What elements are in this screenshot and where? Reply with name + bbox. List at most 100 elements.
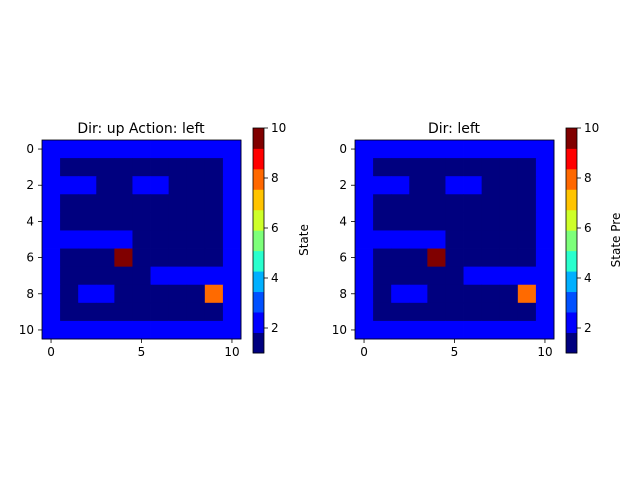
- heatmap-cell: [499, 176, 519, 195]
- heatmap-cell: [78, 266, 97, 286]
- heatmap-cell: [42, 266, 61, 286]
- heatmap-cell: [96, 194, 115, 213]
- heatmap-cell: [114, 284, 133, 304]
- heatmap-cell: [427, 140, 446, 159]
- colorbar-band: [253, 148, 264, 170]
- heatmap-cell: [535, 266, 555, 286]
- heatmap-cell: [186, 176, 206, 195]
- heatmap-cell: [445, 140, 464, 159]
- colorbar-tick-label: 2: [271, 321, 279, 335]
- heatmap-cell: [355, 284, 374, 304]
- heatmap-cell: [373, 212, 392, 231]
- heatmap-cell: [168, 248, 188, 268]
- heatmap-cell: [463, 194, 483, 213]
- heatmap-cell: [204, 194, 224, 213]
- colorbar-frame: [252, 127, 265, 354]
- heatmap-cell: [391, 230, 410, 249]
- heatmap-cell: [391, 284, 410, 304]
- heatmap-cell: [222, 230, 242, 249]
- heatmap-cell: [409, 140, 428, 159]
- colorbar-tick-label: 4: [271, 271, 279, 285]
- panel-state: Dir: up Action: left 0 5 10 0 2 4 6 8 10 2 4 6 8 10…: [19, 121, 311, 359]
- heatmap-cell: [114, 320, 133, 340]
- heatmap-cell: [517, 194, 537, 213]
- heatmap-cell: [150, 266, 170, 286]
- heatmap-cell: [445, 302, 464, 322]
- heatmap-cell: [463, 284, 483, 304]
- colorbar-band: [566, 230, 577, 252]
- colorbar-tick-label: 10: [271, 121, 286, 135]
- colorbar-band: [566, 271, 577, 293]
- colorbar-tick-label: 2: [584, 321, 592, 335]
- y-tick-label: 10: [332, 323, 347, 337]
- colorbar-band: [253, 250, 264, 272]
- heatmap-cell: [499, 248, 519, 268]
- colorbar-band: [566, 250, 577, 272]
- heatmap-cell: [535, 230, 555, 249]
- colorbar-band: [566, 312, 577, 333]
- heatmap-cell: [150, 194, 170, 213]
- y-tick-label: 6: [339, 251, 347, 265]
- heatmap-cell: [60, 176, 79, 195]
- heatmap-cell: [78, 140, 97, 159]
- heatmap-cell: [42, 158, 61, 177]
- heatmap-cell: [78, 176, 97, 195]
- heatmap-cell: [373, 176, 392, 195]
- heatmap-cell: [222, 266, 242, 286]
- heatmap-cell: [114, 140, 133, 159]
- heatmap-cell: [42, 230, 61, 249]
- colorbar-band: [566, 148, 577, 170]
- heatmap-cell: [463, 302, 483, 322]
- heatmap-cell: [78, 302, 97, 322]
- heatmap-cell: [186, 266, 206, 286]
- heatmap-cells: [42, 140, 242, 340]
- colorbar-label: State: [297, 224, 311, 256]
- heatmap-cell: [373, 194, 392, 213]
- heatmap-cell: [204, 302, 224, 322]
- heatmap-cell: [114, 266, 133, 286]
- colorbar-band: [253, 128, 264, 149]
- colorbar: 2 4 6 8 10: [252, 121, 286, 354]
- heatmap-cell: [96, 140, 115, 159]
- y-tick-label: 8: [339, 287, 347, 301]
- heatmap-cell: [186, 140, 206, 159]
- heatmap-cell: [409, 302, 428, 322]
- heatmap-cell: [373, 158, 392, 177]
- heatmap-cell: [481, 140, 501, 159]
- heatmap-cell: [60, 140, 79, 159]
- y-tick-label: 10: [19, 323, 34, 337]
- heatmap-cell: [186, 248, 206, 268]
- heatmap-cell: [96, 302, 115, 322]
- heatmap-cell: [150, 158, 170, 177]
- heatmap-cell: [168, 194, 188, 213]
- heatmap-cell: [60, 302, 79, 322]
- heatmap-cell: [42, 194, 61, 213]
- heatmap-cell: [355, 212, 374, 231]
- heatmap-cell: [168, 212, 188, 231]
- heatmap-cell: [186, 212, 206, 231]
- heatmap-cell: [499, 212, 519, 231]
- heatmap-cell: [168, 302, 188, 322]
- heatmap-cell: [186, 230, 206, 249]
- heatmap-cell: [427, 230, 446, 249]
- heatmap-cell: [96, 266, 115, 286]
- heatmap-cell: [355, 230, 374, 249]
- heatmap-cell: [409, 158, 428, 177]
- heatmap-cell: [114, 176, 133, 195]
- heatmap-cell: [517, 176, 537, 195]
- heatmap-cell: [114, 248, 133, 268]
- colorbar-band: [566, 209, 577, 231]
- heatmap-cell: [132, 302, 151, 322]
- heatmap-cell: [168, 140, 188, 159]
- chart-title: Dir: left: [428, 121, 481, 137]
- heatmap-cell: [499, 158, 519, 177]
- colorbar-tick-label: 6: [584, 221, 592, 235]
- y-tick-label: 6: [26, 251, 34, 265]
- heatmap-cell: [445, 176, 464, 195]
- heatmap-cell: [463, 230, 483, 249]
- heatmap-cell: [427, 176, 446, 195]
- heatmap-cell: [150, 320, 170, 340]
- heatmap-cell: [78, 230, 97, 249]
- chart-title: Dir: up Action: left: [77, 121, 205, 137]
- heatmap-cell: [355, 176, 374, 195]
